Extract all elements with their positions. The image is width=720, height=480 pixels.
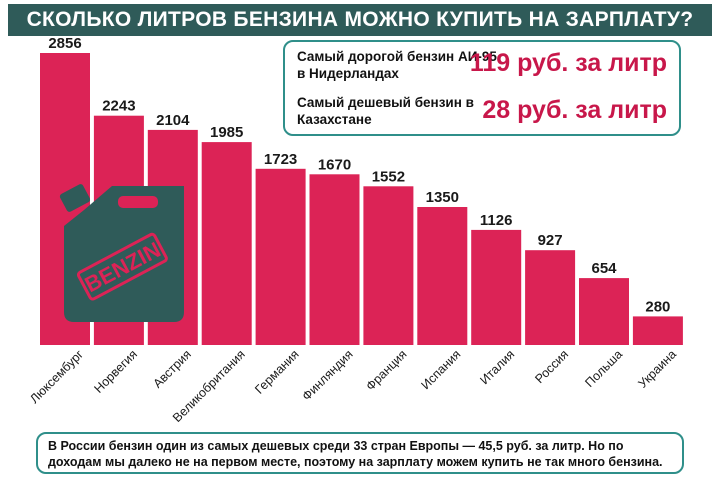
category-label-9: Россия [532,347,571,386]
bar-3 [201,142,252,345]
category-label-5: Финляндия [299,347,355,403]
value-label-7: 1350 [426,189,459,206]
category-label-8: Италия [477,347,517,387]
value-label-3: 1985 [210,124,243,141]
bar-4 [255,168,306,345]
value-label-11: 280 [645,298,670,315]
category-label-6: Франция [363,347,409,393]
info-box: Самый дорогой бензин АИ-95 в Нидерландах… [283,40,681,136]
canister-icon: BENZIN [59,184,184,322]
info-cheap-price: 28 руб. за литр [482,96,667,124]
footer-note: В России бензин один из самых дешевых ср… [36,432,684,474]
value-label-6: 1552 [372,168,405,185]
value-label-4: 1723 [264,151,297,168]
bar-10 [579,278,629,345]
info-expensive-price: 119 руб. за литр [469,49,667,77]
category-label-7: Испания [418,347,463,392]
value-label-8: 1126 [480,212,513,229]
category-label-1: Норвегия [91,347,140,396]
value-label-0: 2856 [48,35,81,52]
value-label-9: 927 [538,232,563,249]
bar-7 [417,207,468,345]
category-label-2: Австрия [150,347,194,391]
info-cheap-text: Самый дешевый бензин в Казахстане [297,95,474,127]
value-label-1: 2243 [102,98,135,115]
bar-5 [309,174,360,345]
chart-title: СКОЛЬКО ЛИТРОВ БЕНЗИНА МОЖНО КУПИТЬ НА З… [8,4,712,36]
value-label-10: 654 [591,260,617,277]
bar-6 [363,186,414,345]
bar-8 [471,229,522,345]
value-label-5: 1670 [318,156,351,173]
category-label-4: Германия [252,347,302,397]
info-expensive-text: Самый дорогой бензин АИ-95 в Нидерландах [297,49,497,81]
bar-9 [525,250,576,345]
category-label-10: Польша [582,347,625,390]
category-label-0: Люксембург [27,347,86,406]
category-label-11: Украина [635,347,679,391]
value-label-2: 2104 [156,112,190,129]
bar-11 [632,316,683,345]
